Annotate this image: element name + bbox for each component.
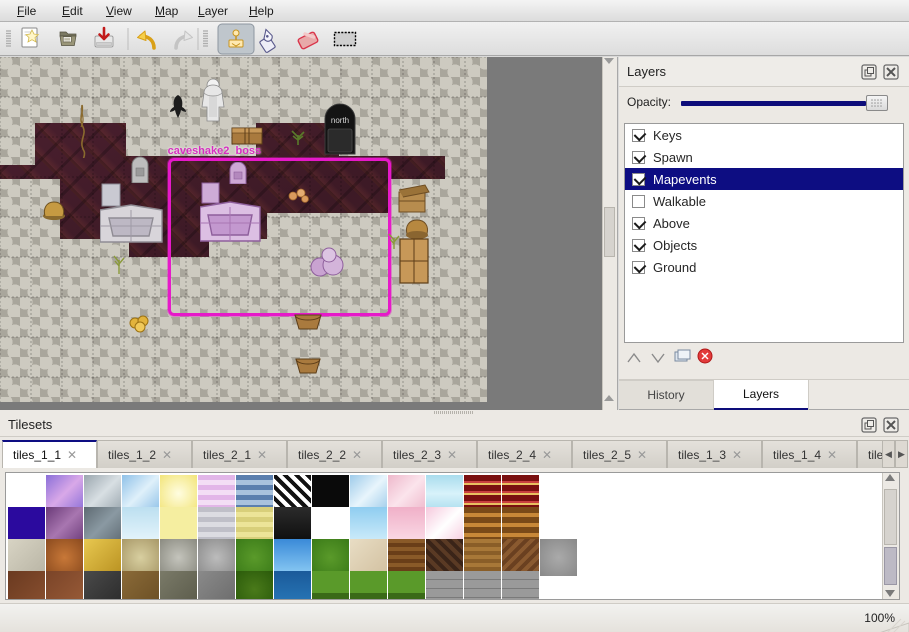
svg-text:north: north [331, 116, 349, 125]
